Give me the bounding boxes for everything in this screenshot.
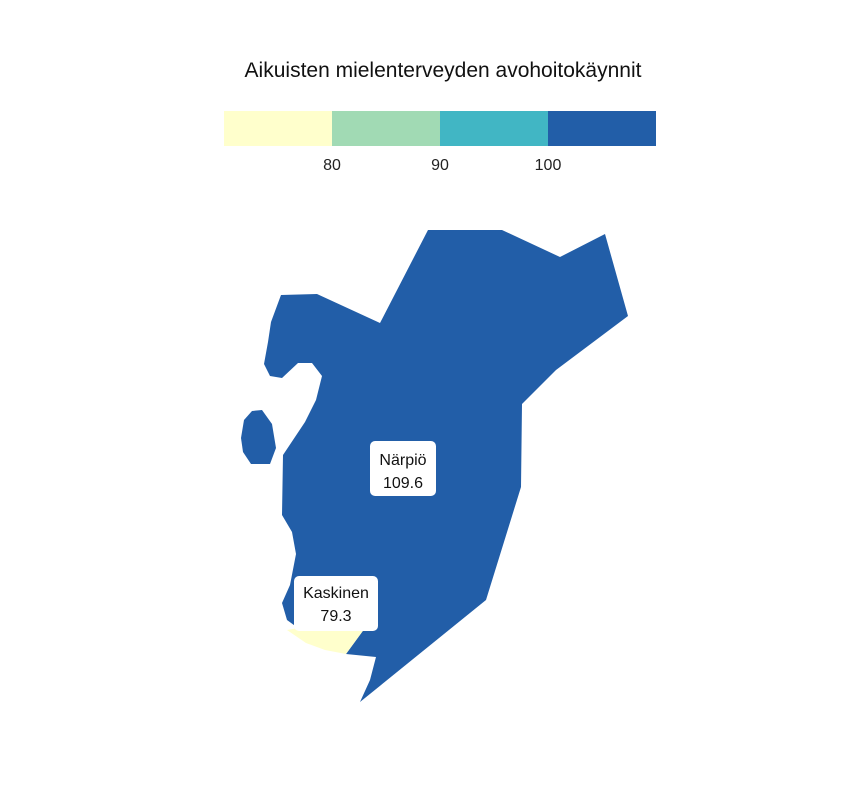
label-value-narpio: 109.6 [383, 475, 423, 492]
label-name-kaskinen: Kaskinen [303, 585, 369, 602]
legend-swatch-1 [224, 111, 332, 146]
label-name-narpio: Närpiö [379, 452, 426, 469]
legend-swatch-2 [332, 111, 440, 146]
region-narpio-island[interactable] [241, 410, 276, 464]
map-title: Aikuisten mielenterveyden avohoitokäynni… [245, 59, 642, 82]
region-label-kaskinen: Kaskinen 79.3 [294, 576, 378, 631]
legend: 80 90 100 [224, 111, 656, 174]
label-value-kaskinen: 79.3 [320, 608, 351, 625]
legend-swatch-4 [548, 111, 656, 146]
legend-tick-90: 90 [431, 157, 449, 174]
legend-tick-100: 100 [535, 157, 562, 174]
region-kaskinen[interactable] [287, 628, 365, 654]
region-label-narpio: Närpiö 109.6 [370, 441, 436, 496]
legend-tick-80: 80 [323, 157, 341, 174]
legend-swatch-3 [440, 111, 548, 146]
label-box-kaskinen [294, 576, 378, 631]
label-box-narpio [370, 441, 436, 496]
